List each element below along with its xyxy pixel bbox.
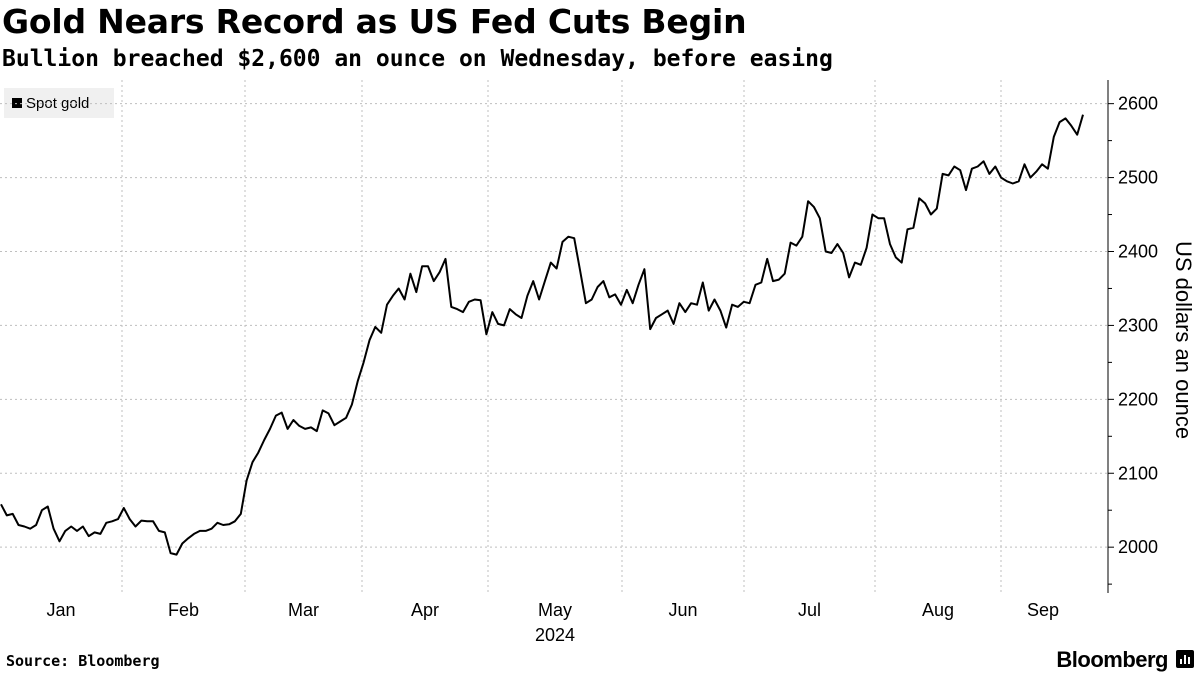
x-tick-label: Apr: [411, 600, 439, 620]
x-tick-label: Sep: [1027, 600, 1059, 620]
legend: Spot gold: [4, 88, 114, 118]
x-tick-label: Mar: [288, 600, 319, 620]
chart-title: Gold Nears Record as US Fed Cuts Begin: [2, 2, 747, 41]
x-tick-label: Jul: [798, 600, 821, 620]
y-tick-label: 2100: [1118, 463, 1158, 483]
chart-subtitle: Bullion breached $2,600 an ounce on Wedn…: [2, 46, 833, 72]
x-tick-label: Jun: [668, 600, 697, 620]
brand-logo-text: Bloomberg: [1056, 647, 1168, 672]
source-note: Source: Bloomberg: [6, 652, 160, 670]
y-tick-label: 2000: [1118, 537, 1158, 557]
legend-label: Spot gold: [26, 94, 90, 112]
x-tick-label: Aug: [922, 600, 954, 620]
x-tick-label: Feb: [168, 600, 199, 620]
y-axis-title: US dollars an ounce: [1171, 241, 1196, 439]
legend-swatch-icon: [12, 98, 22, 108]
y-tick-label: 2400: [1118, 241, 1158, 261]
y-tick-label: 2300: [1118, 315, 1158, 335]
bloomberg-chart-icon: [1176, 650, 1194, 668]
y-tick-label: 2600: [1118, 94, 1158, 114]
y-tick-label: 2500: [1118, 168, 1158, 188]
x-year-label: 2024: [535, 625, 575, 645]
x-tick-label: May: [538, 600, 572, 620]
x-tick-label: Jan: [46, 600, 75, 620]
series-line-spot-gold: [0, 114, 1084, 556]
y-tick-label: 2200: [1118, 389, 1158, 409]
